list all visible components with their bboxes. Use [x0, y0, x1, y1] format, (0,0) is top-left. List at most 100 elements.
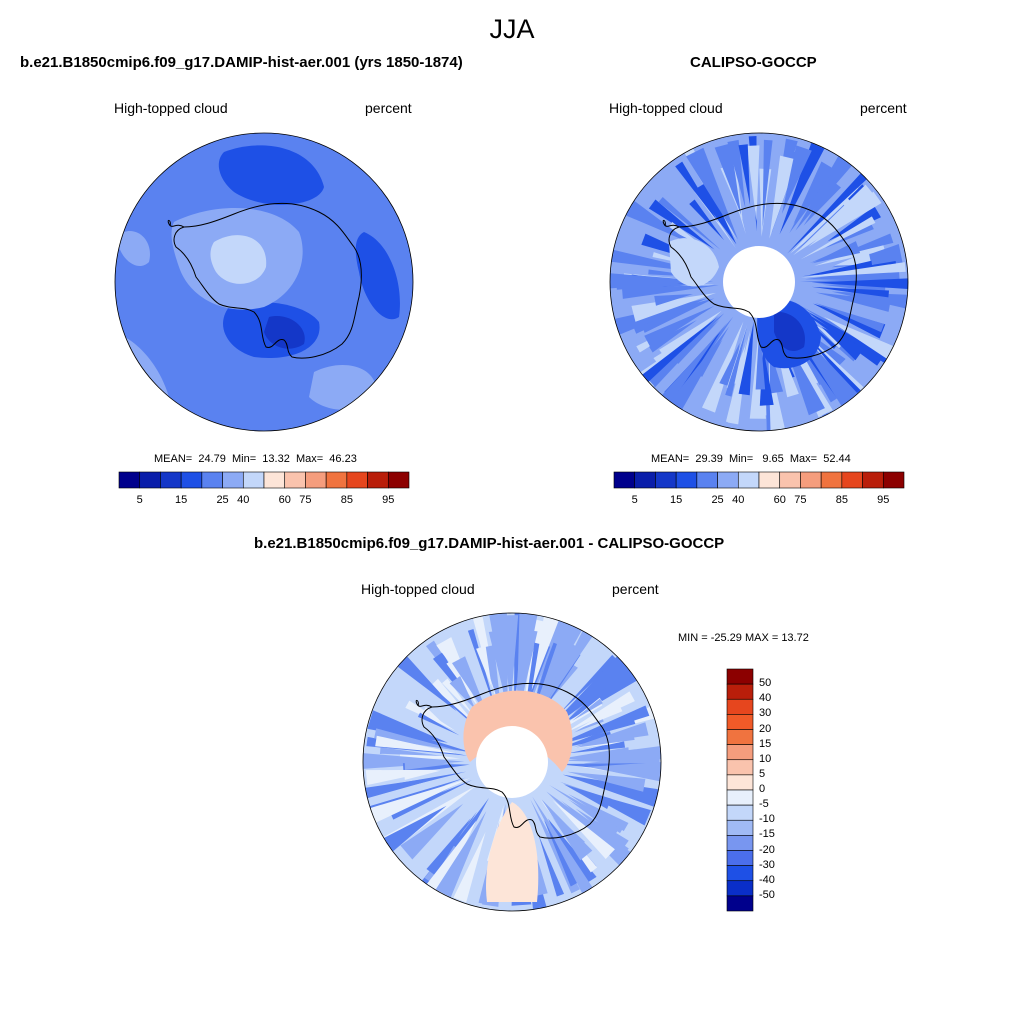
colorbar-tick-label: 25: [216, 494, 229, 506]
map-streak: [802, 261, 897, 277]
map-streak: [404, 760, 454, 770]
colorbar-tick-label: 5: [759, 767, 766, 780]
colorbar-swatch: [263, 471, 286, 489]
map-streak: [580, 790, 651, 826]
map-streak: [637, 315, 719, 387]
colorbar-tick-label: -20: [759, 843, 775, 856]
map-streak: [563, 784, 612, 810]
model-colorbar: [118, 471, 410, 489]
obs-stats: MEAN= 29.39 Min= 9.65 Max= 52.44: [651, 453, 851, 465]
map-streak: [621, 285, 719, 299]
map-streak: [363, 775, 448, 799]
colorbar-swatch: [726, 759, 754, 776]
colorbar-tick-label: 50: [759, 677, 772, 690]
map-streak: [811, 278, 908, 290]
colorbar-swatch: [726, 668, 754, 685]
map-streak: [830, 233, 894, 259]
map-streak: [431, 678, 477, 726]
colorbar-tick-label: 30: [759, 707, 772, 720]
colorbar-tick-label: 75: [299, 494, 312, 506]
colorbar-swatch: [726, 865, 754, 882]
map-streak: [560, 745, 661, 760]
map-streak: [658, 196, 721, 250]
model-variable-label: High-topped cloud: [114, 100, 228, 116]
map-streak: [811, 286, 890, 298]
map-streak: [363, 752, 465, 770]
colorbar-tick-label: -50: [759, 888, 775, 901]
map-streak: [808, 191, 882, 247]
colorbar-tick-label: 15: [175, 494, 188, 506]
map-streak: [621, 197, 691, 243]
colorbar-swatch: [717, 471, 739, 489]
map-streak: [689, 199, 725, 241]
map-streak: [562, 774, 661, 809]
map-streak: [654, 293, 694, 306]
colorbar-swatch: [655, 471, 677, 489]
map-streak: [417, 712, 460, 736]
map-streak: [827, 205, 881, 242]
season-title: JJA: [489, 14, 535, 44]
map-streak: [405, 700, 456, 731]
map-streak: [375, 735, 459, 754]
map-streak: [638, 298, 715, 333]
colorbar-swatch: [387, 471, 410, 489]
map-streak: [803, 180, 841, 226]
colorbar-tick-label: 0: [759, 783, 766, 795]
colorbar-tick-label: 25: [711, 494, 724, 506]
map-streak: [541, 799, 593, 861]
map-streak: [755, 324, 766, 390]
colorbar-swatch: [118, 471, 141, 489]
colorbar-swatch: [726, 835, 754, 851]
colorbar-tick-label: -30: [759, 858, 775, 871]
diff-panel-title: b.e21.B1850cmip6.f09_g17.DAMIP-hist-aer.…: [254, 535, 725, 552]
colorbar-tick-label: 60: [773, 494, 786, 506]
map-streak: [556, 705, 650, 746]
map-streak: [552, 799, 615, 860]
colorbar-swatch: [613, 471, 636, 489]
map-streak: [567, 798, 620, 835]
map-streak: [426, 820, 477, 894]
map-streak: [575, 808, 629, 850]
map-streak: [815, 324, 845, 349]
colorbar-swatch: [758, 471, 781, 489]
map-streak: [610, 272, 714, 289]
diff-units-label: percent: [612, 581, 659, 597]
map-streak: [567, 741, 626, 754]
colorbar-swatch: [737, 471, 760, 489]
map-streak: [714, 143, 742, 215]
colorbar-tick-label: 5: [631, 494, 638, 506]
map-streak: [793, 161, 835, 224]
map-streak: [587, 761, 661, 782]
colorbar-tick-label: -10: [759, 813, 775, 826]
map-streak: [379, 747, 443, 756]
model-polar-map: [114, 132, 414, 432]
colorbar-tick-label: 15: [759, 737, 772, 750]
map-streak: [365, 769, 440, 786]
map-streak: [673, 319, 720, 364]
colorbar-swatch: [726, 850, 754, 866]
colorbar-tick-label: 95: [382, 494, 395, 506]
colorbar-tick-label: 95: [877, 494, 890, 506]
colorbar-swatch: [201, 471, 223, 489]
map-streak: [397, 655, 457, 712]
diff-colorbar: [726, 668, 754, 912]
map-streak: [575, 704, 623, 731]
map-streak: [800, 184, 876, 248]
map-streak: [435, 811, 487, 898]
map-streak: [644, 305, 715, 348]
map-streak: [496, 658, 506, 694]
obs-polar-map: [609, 132, 909, 432]
map-streak: [530, 613, 587, 721]
map-streak: [781, 145, 812, 214]
obs-variable-label: High-topped cloud: [609, 100, 723, 116]
obs-colorbar-ticks: 5 15 25 40 60 75 85 95: [614, 494, 904, 508]
colorbar-swatch: [779, 471, 801, 489]
colorbar-swatch: [634, 471, 656, 489]
colorbar-tick-label: 20: [759, 722, 772, 735]
map-streak: [631, 292, 717, 322]
map-streak: [525, 613, 564, 717]
map-streak: [725, 326, 748, 397]
map-streak: [800, 216, 876, 260]
map-streak: [476, 646, 492, 688]
map-streak: [390, 780, 473, 820]
